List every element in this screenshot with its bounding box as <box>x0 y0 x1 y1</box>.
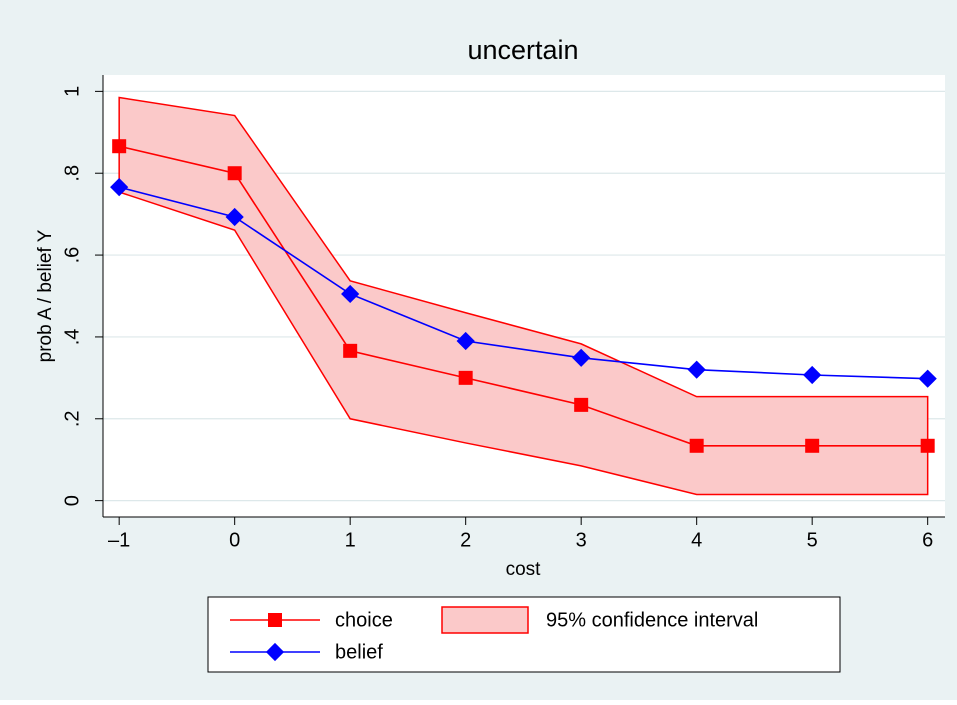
marker <box>918 369 937 388</box>
marker <box>572 348 591 367</box>
marker <box>803 365 822 385</box>
y-axis-title: prob A / belief Y <box>35 229 56 362</box>
x-tick-label: 3 <box>576 529 587 551</box>
legend-label: 95% confidence interval <box>546 609 758 631</box>
y-tick-label: .4 <box>61 329 83 346</box>
x-tick-label: 4 <box>691 529 702 551</box>
legend-label: belief <box>335 641 383 663</box>
marker <box>110 178 129 197</box>
marker <box>225 207 244 227</box>
marker <box>268 613 282 627</box>
y-tick-label: .2 <box>61 410 83 427</box>
marker <box>341 284 360 304</box>
marker <box>343 343 358 358</box>
y-tick-label: .8 <box>61 165 83 182</box>
x-tick-label: 5 <box>807 529 818 551</box>
chart-title: uncertain <box>467 35 578 65</box>
marker <box>458 370 473 385</box>
x-axis-title: cost <box>506 559 542 580</box>
series-line <box>118 186 928 380</box>
marker <box>574 397 589 412</box>
marker <box>227 166 242 181</box>
x-tick-label: 0 <box>229 529 240 551</box>
series-line <box>118 145 928 447</box>
x-tick-label: 1 <box>345 529 356 551</box>
x-tick-label: 2 <box>460 529 471 551</box>
confidence-band <box>118 96 929 496</box>
y-tick-label: 0 <box>61 495 83 506</box>
marker <box>265 642 285 662</box>
y-tick-label: 1 <box>61 86 83 97</box>
legend-label: choice <box>335 609 393 631</box>
marker <box>920 438 935 453</box>
legend-swatch <box>441 606 529 634</box>
x-tick-label: 6 <box>922 529 933 551</box>
x-tick-label: –1 <box>108 529 130 551</box>
marker <box>687 360 706 379</box>
marker <box>805 438 820 453</box>
marker <box>689 438 704 453</box>
y-tick-label: .6 <box>61 247 83 264</box>
marker <box>456 331 475 351</box>
marker <box>112 139 127 154</box>
